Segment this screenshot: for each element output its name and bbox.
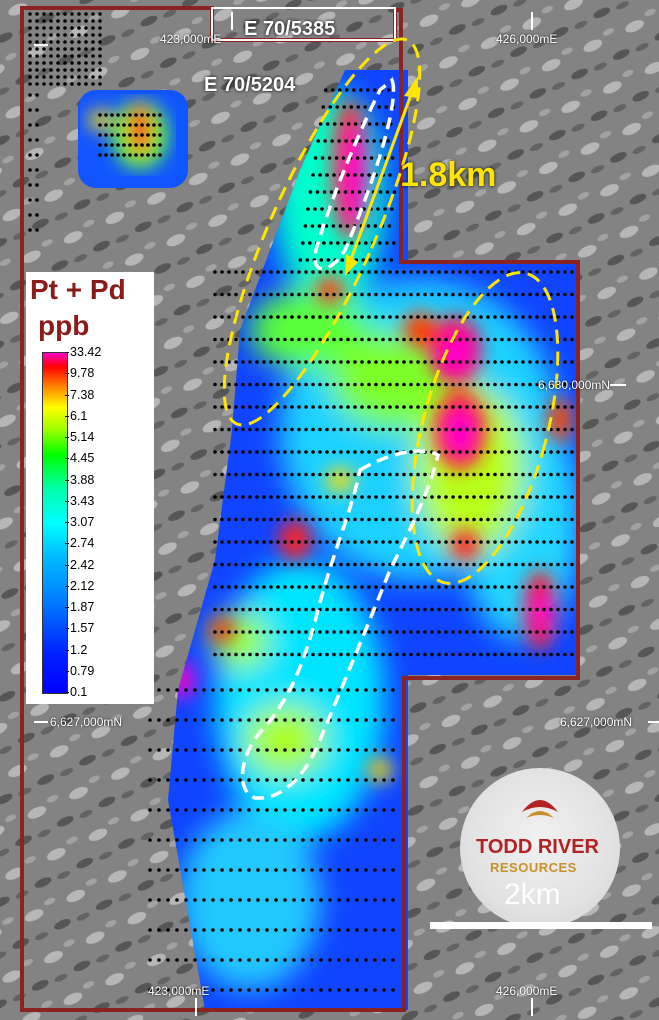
easting-label-top-east: 426,000mE — [496, 32, 558, 46]
sample-points — [28, 12, 574, 992]
distance-arrow-head-north — [404, 76, 418, 98]
anomaly-outline-northwest — [222, 37, 422, 427]
grid-ticks — [34, 12, 659, 1016]
easting-label-bottom-east: 426,000mE — [496, 984, 558, 998]
legend-tick-label: 2.42 — [64, 557, 95, 572]
legend-unit: ppb — [38, 310, 90, 341]
distance-label: 1.8km — [400, 156, 497, 194]
northing-label-upper: 6,630,000mN — [538, 378, 611, 392]
scale-bar — [430, 922, 652, 929]
legend-tick-label: 6.1 — [64, 408, 88, 423]
legend-tick-label: 1.2 — [64, 642, 88, 657]
target-outline-south — [240, 449, 440, 800]
easting-label-top-west: 423,000mE — [160, 32, 222, 46]
logo-background — [460, 768, 620, 928]
legend-tick-label: 9.78 — [64, 366, 95, 381]
legend-tick-label: 0.1 — [64, 685, 88, 699]
distance-arrow-line — [348, 91, 414, 263]
legend-title: Pt + Pd — [30, 274, 126, 305]
northing-label-lower-right: 6,627,000mN — [560, 715, 633, 729]
legend-tick-label: 3.43 — [64, 493, 95, 508]
legend-tick-label: 2.74 — [64, 536, 95, 551]
northing-label-lower-left: 6,627,000mN — [50, 715, 123, 729]
scale-bar-label: 2km — [504, 878, 561, 911]
legend-tick-label: 2.12 — [64, 578, 95, 593]
legend-tick-label: 1.57 — [64, 621, 95, 636]
legend-tick-label: 1.87 — [64, 600, 95, 614]
distance-arrow-head-south — [345, 254, 358, 276]
anomaly-outline-east — [410, 271, 560, 585]
target-outline-north — [313, 77, 396, 271]
legend: Pt + Pd ppb 33.42 9.78 7.38 6.1 5.14 4.45 3.88… — [26, 272, 154, 704]
easting-label-bottom-west: 423,000mE — [148, 984, 210, 998]
legend-tick-label: 4.45 — [64, 451, 95, 466]
tenement-label-e70-5385: E 70/5385 — [244, 18, 336, 40]
legend-color-ramp — [42, 352, 68, 694]
legend-tick-label: 5.14 — [64, 430, 95, 444]
legend-tick-label: 3.88 — [64, 472, 95, 487]
logo-text-secondary: RESOURCES — [490, 860, 577, 875]
tenement-label-e70-5204: E 70/5204 — [204, 74, 296, 96]
legend-tick-label: 7.38 — [64, 387, 95, 402]
legend-tick-label: 33.42 — [64, 345, 102, 359]
logo-mark-icon — [522, 800, 558, 818]
legend-tick-label: 0.79 — [64, 663, 95, 678]
legend-tick-label: 3.07 — [64, 515, 95, 529]
inset-heat-patch — [78, 90, 188, 188]
logo-text-primary: TODD RIVER — [476, 836, 599, 858]
